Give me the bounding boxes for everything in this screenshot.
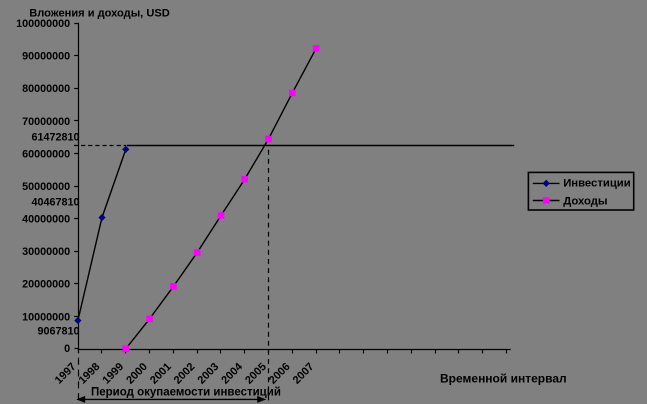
svg-text:Период окупаемости инвестиций: Период окупаемости инвестиций [91,386,281,398]
svg-text:Доходы: Доходы [563,196,607,208]
svg-text:50000000: 50000000 [22,181,70,193]
svg-text:40000000: 40000000 [22,214,70,226]
svg-text:30000000: 30000000 [22,246,70,258]
svg-text:70000000: 70000000 [22,116,70,128]
svg-text:Инвестиции: Инвестиции [563,178,631,190]
svg-text:61472810: 61472810 [31,132,79,144]
svg-text:20000000: 20000000 [22,279,70,291]
svg-text:60000000: 60000000 [22,148,70,160]
svg-text:40467810: 40467810 [31,197,79,209]
svg-text:100000000: 100000000 [16,18,70,30]
svg-text:90000000: 90000000 [22,51,70,63]
svg-text:0: 0 [64,343,70,355]
svg-text:Временной интервал: Временной интервал [440,372,567,386]
svg-text:10000000: 10000000 [22,311,70,323]
svg-text:Вложения и доходы, USD: Вложения и доходы, USD [29,7,170,19]
svg-text:80000000: 80000000 [22,83,70,95]
svg-text:9067810: 9067810 [37,326,79,338]
